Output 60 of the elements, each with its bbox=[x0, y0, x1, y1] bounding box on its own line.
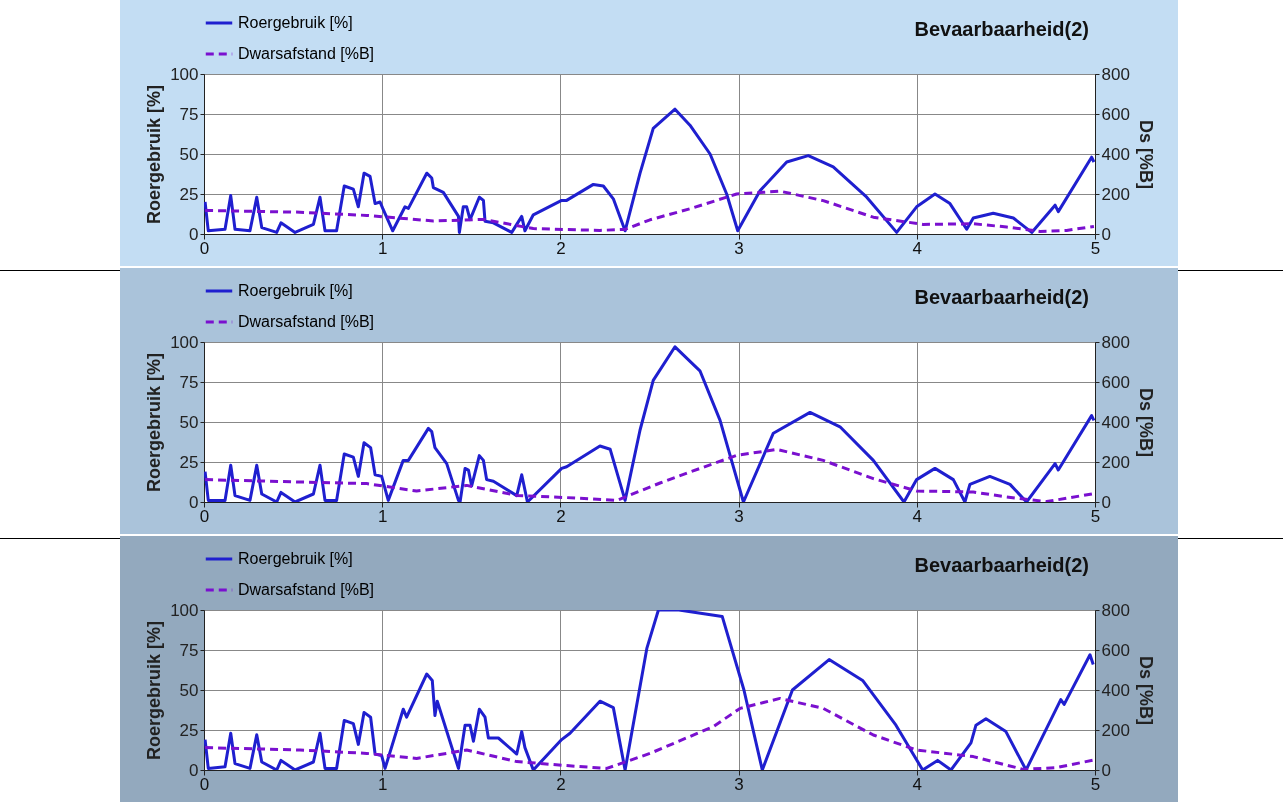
y-tick-label: 0 bbox=[189, 224, 199, 244]
y2-tick-label: 200 bbox=[1101, 720, 1130, 740]
y2-tick-label: 0 bbox=[1101, 224, 1111, 244]
x-tick-label: 5 bbox=[1090, 238, 1101, 258]
y2-tick-label: 400 bbox=[1101, 144, 1130, 164]
x-tick-label: 1 bbox=[377, 238, 388, 258]
y2-tick-label: 400 bbox=[1101, 680, 1130, 700]
y2-tick-label: 600 bbox=[1101, 640, 1130, 660]
y2-tick-label: 600 bbox=[1101, 372, 1130, 392]
y2-tick-label: 0 bbox=[1101, 760, 1111, 780]
y-tick-label: 50 bbox=[179, 144, 199, 164]
x-tick-label: 5 bbox=[1090, 774, 1101, 794]
y-tick-label: 0 bbox=[189, 760, 199, 780]
legend-label: Roergebruik [%] bbox=[238, 14, 353, 31]
y2-tick-label: 200 bbox=[1101, 452, 1130, 472]
y2-tick-label: 400 bbox=[1101, 412, 1130, 432]
chart-title: Bevaarbaarheid(2) bbox=[914, 554, 1089, 576]
y-tick-label: 25 bbox=[179, 452, 199, 472]
y2-tick-label: 0 bbox=[1101, 492, 1111, 512]
legend-label: Dwarsafstand [%B] bbox=[238, 45, 375, 62]
legend-label: Roergebruik [%] bbox=[238, 282, 353, 299]
y2-tick-label: 800 bbox=[1101, 64, 1130, 84]
x-tick-label: 4 bbox=[912, 774, 923, 794]
y-axis-title: Roergebruik [%] bbox=[144, 352, 165, 493]
y-tick-label: 75 bbox=[179, 104, 199, 124]
y-tick-label: 50 bbox=[179, 680, 199, 700]
y-tick-label: 50 bbox=[179, 412, 199, 432]
y-tick-label: 75 bbox=[179, 372, 199, 392]
x-tick-label: 2 bbox=[556, 238, 566, 258]
y-tick-label: 100 bbox=[170, 332, 199, 352]
y-tick-label: 75 bbox=[179, 640, 199, 660]
y2-axis-title: Ds [%B] bbox=[1135, 119, 1156, 190]
y-axis-title: Roergebruik [%] bbox=[144, 620, 165, 761]
y-tick-label: 0 bbox=[189, 492, 199, 512]
legend-label: Dwarsafstand [%B] bbox=[238, 581, 375, 598]
x-tick-label: 4 bbox=[912, 506, 923, 526]
x-tick-label: 1 bbox=[377, 774, 388, 794]
y2-tick-label: 600 bbox=[1101, 104, 1130, 124]
y2-axis-title: Ds [%B] bbox=[1135, 387, 1156, 458]
y-tick-label: 25 bbox=[179, 184, 199, 204]
y-axis-title: Roergebruik [%] bbox=[144, 84, 165, 225]
chart-title: Bevaarbaarheid(2) bbox=[914, 18, 1089, 40]
y2-tick-label: 800 bbox=[1101, 600, 1130, 620]
legend-label: Roergebruik [%] bbox=[238, 550, 353, 567]
x-tick-label: 3 bbox=[734, 506, 744, 526]
x-tick-label: 1 bbox=[377, 506, 388, 526]
y2-axis-title: Ds [%B] bbox=[1135, 655, 1156, 726]
chart-title: Bevaarbaarheid(2) bbox=[914, 286, 1089, 308]
y-tick-label: 100 bbox=[170, 64, 199, 84]
y2-tick-label: 800 bbox=[1101, 332, 1130, 352]
y-tick-label: 100 bbox=[170, 600, 199, 620]
legend-label: Dwarsafstand [%B] bbox=[238, 313, 375, 330]
y2-tick-label: 200 bbox=[1101, 184, 1130, 204]
y-tick-label: 25 bbox=[179, 720, 199, 740]
x-tick-label: 4 bbox=[912, 238, 923, 258]
x-tick-label: 5 bbox=[1090, 506, 1101, 526]
x-tick-label: 2 bbox=[556, 774, 566, 794]
x-tick-label: 3 bbox=[734, 774, 744, 794]
x-tick-label: 2 bbox=[556, 506, 566, 526]
x-tick-label: 3 bbox=[734, 238, 744, 258]
